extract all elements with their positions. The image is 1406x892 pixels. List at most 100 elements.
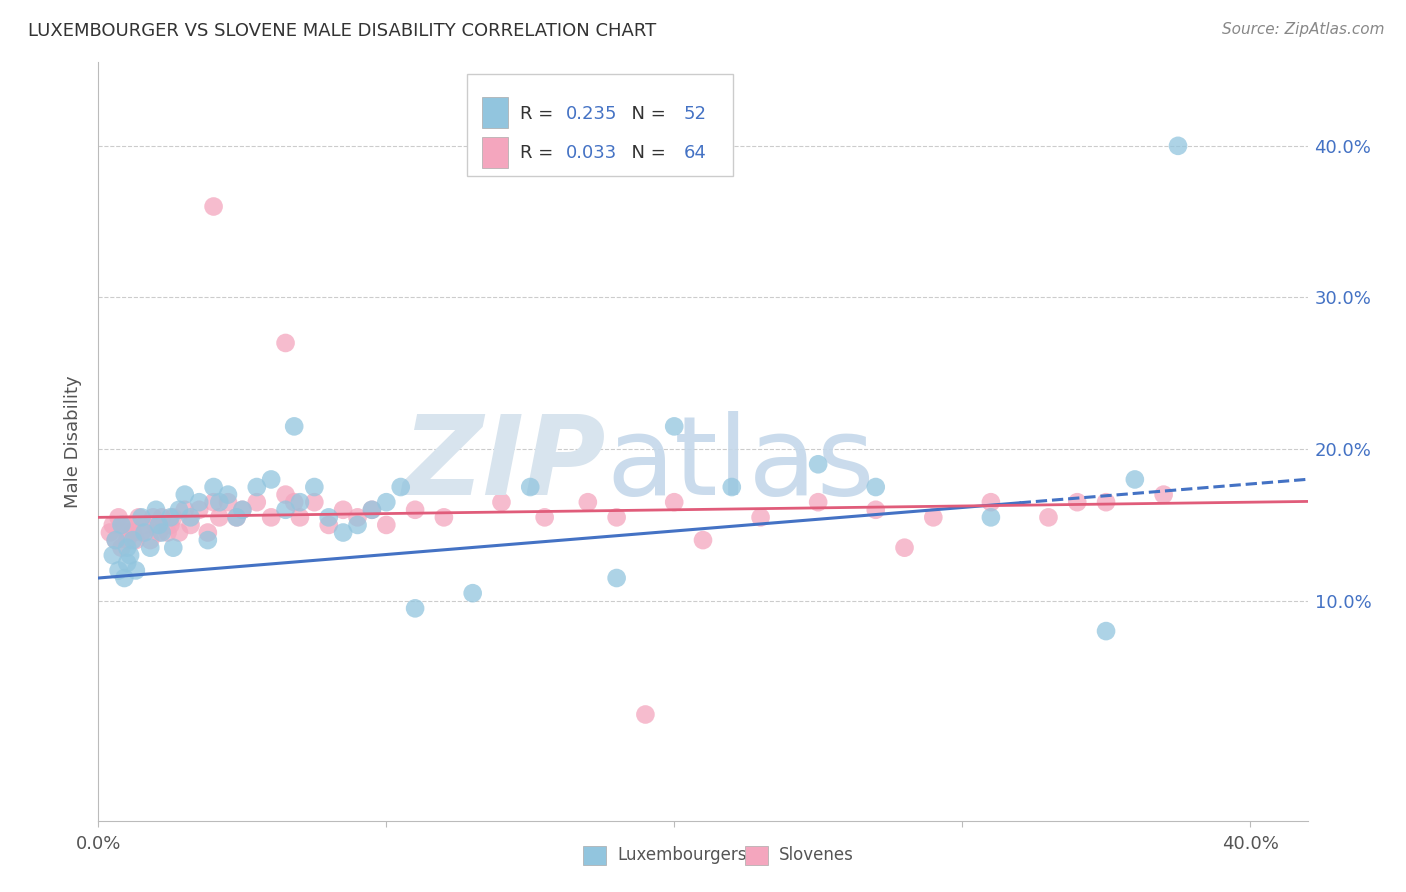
Point [664,419,686,434]
Point [180,517,202,532]
Point [167,503,190,517]
Point [148,517,170,532]
Point [720,480,742,494]
Point [304,480,326,494]
Point [260,473,283,487]
Point [128,510,150,524]
Point [120,548,142,563]
Point [156,525,179,540]
Point [606,510,628,524]
Point [208,510,231,524]
Point [122,533,145,547]
Point [304,495,326,509]
Point [167,525,190,540]
Point [980,495,1002,509]
Point [225,510,247,524]
Point [375,517,398,532]
Point [202,200,225,214]
Point [197,533,219,547]
Point [318,510,340,524]
Point [1095,495,1118,509]
Point [274,335,297,350]
Point [125,533,148,547]
Point [865,503,887,517]
Point [332,503,354,517]
Point [159,510,181,524]
Point [225,510,247,524]
Point [202,495,225,509]
Point [112,571,135,585]
Point [893,541,915,555]
Point [749,510,772,524]
Point [110,517,132,532]
Point [107,510,129,524]
Point [664,495,686,509]
Point [180,510,202,524]
Point [1095,624,1118,639]
Point [433,510,456,524]
Point [112,517,135,532]
Point [283,495,305,509]
Point [188,503,211,517]
Point [533,510,555,524]
Point [120,517,142,532]
Point [1066,495,1088,509]
Point [346,517,368,532]
Point [274,503,297,517]
Point [692,533,714,547]
Point [104,533,127,547]
Text: 0.033: 0.033 [567,145,617,162]
Point [807,457,830,471]
Point [98,525,121,540]
Point [246,480,269,494]
Point [139,541,162,555]
Point [634,707,657,722]
Point [1167,138,1189,153]
Point [173,503,195,517]
Point [115,556,138,570]
Point [131,525,153,540]
Point [606,571,628,585]
Point [807,495,830,509]
Point [576,495,599,509]
Text: N =: N = [620,145,671,162]
Point [110,541,132,555]
Point [202,480,225,494]
Point [150,525,173,540]
Text: Slovenes: Slovenes [779,847,853,864]
Point [107,564,129,578]
Point [231,503,253,517]
Point [404,503,426,517]
Text: LUXEMBOURGER VS SLOVENE MALE DISABILITY CORRELATION CHART: LUXEMBOURGER VS SLOVENE MALE DISABILITY … [28,22,657,40]
Point [125,564,148,578]
Point [162,510,184,524]
Point [188,495,211,509]
Point [173,487,195,501]
Point [142,510,165,524]
Text: 0.235: 0.235 [567,105,617,123]
Text: R =: R = [520,145,560,162]
Point [980,510,1002,524]
Point [231,503,253,517]
Point [162,541,184,555]
Point [122,525,145,540]
Point [131,510,153,524]
Point [519,480,541,494]
Point [148,525,170,540]
Point [491,495,513,509]
Point [197,525,219,540]
Point [208,495,231,509]
Point [217,487,239,501]
Point [389,480,412,494]
Point [461,586,484,600]
Point [1123,473,1146,487]
Point [274,487,297,501]
Point [145,503,167,517]
Point [1153,487,1175,501]
Point [104,533,127,547]
Point [145,517,167,532]
Point [159,517,181,532]
FancyBboxPatch shape [482,136,509,168]
Point [115,541,138,555]
Point [246,495,269,509]
